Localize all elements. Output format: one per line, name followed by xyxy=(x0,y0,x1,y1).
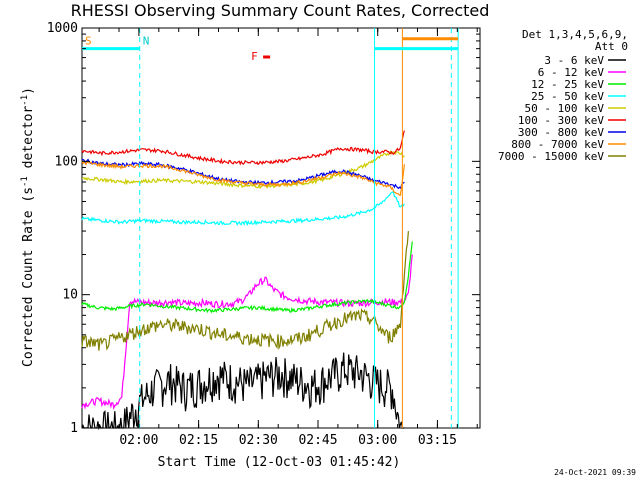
series-line-4 xyxy=(81,149,405,190)
x-tick-label-1: 02:15 xyxy=(179,433,218,448)
legend-label-1: 6 - 12 keV xyxy=(538,66,605,79)
y-axis-label-mid: detector xyxy=(21,106,36,177)
legend-label-6: 300 - 800 keV xyxy=(518,126,604,139)
series-line-5 xyxy=(81,130,405,166)
y-tick-label-2: 100 xyxy=(55,154,78,169)
legend-label-2: 12 - 25 keV xyxy=(531,78,604,91)
series-line-8 xyxy=(81,231,409,351)
y-tick-label-3: 1000 xyxy=(47,21,78,36)
y-axis-label: Corrected Count Rate (s-1 detector-1) xyxy=(20,87,36,367)
plot-frame xyxy=(81,27,481,429)
legend-header-2: Att 0 xyxy=(595,40,628,53)
y-tick-label-1: 10 xyxy=(62,288,78,303)
legend-label-8: 7000 - 15000 keV xyxy=(498,150,604,163)
x-axis-label: Start Time (12-Oct-03 01:45:42) xyxy=(158,455,401,470)
series-line-7 xyxy=(81,160,405,196)
series-line-6 xyxy=(81,158,405,190)
legend-label-3: 25 - 50 keV xyxy=(531,90,604,103)
y-axis-label-main: Corrected Count Rate (s xyxy=(21,187,36,367)
x-tick-label-5: 03:15 xyxy=(418,433,457,448)
chart-title: RHESSI Observing Summary Count Rates, Co… xyxy=(71,1,490,20)
axis-layer: 1 10 100 1000 02:00 02:15 02:30 02:45 03:00 03:15 xyxy=(47,21,480,448)
y-axis-label-sup1: -1 xyxy=(20,176,30,187)
y-axis-label-sup2: -1 xyxy=(20,95,30,106)
flare-marker-letter: F xyxy=(251,50,258,63)
x-tick-label-0: 02:00 xyxy=(119,433,158,448)
x-tick-label-4: 03:00 xyxy=(358,433,397,448)
series-line-0 xyxy=(81,352,405,431)
x-tick-label-3: 02:45 xyxy=(298,433,337,448)
footer-timestamp: 24-Oct-2021 09:39 xyxy=(554,468,636,477)
series-line-1 xyxy=(81,254,413,411)
top-marker-letter-0: S xyxy=(85,35,92,48)
series-line-2 xyxy=(81,241,413,314)
y-axis-label-end: ) xyxy=(21,87,36,95)
legend-label-7: 800 - 7000 keV xyxy=(511,138,604,151)
legend-label-0: 3 - 6 keV xyxy=(544,54,604,67)
marker-layer: S N F xyxy=(82,28,459,428)
top-marker-letter-1: N xyxy=(143,35,150,48)
series-layer xyxy=(81,130,413,431)
plot-area xyxy=(81,27,481,429)
series-line-3 xyxy=(81,190,405,227)
x-tick-label-2: 02:30 xyxy=(239,433,278,448)
y-tick-label-0: 1 xyxy=(70,421,78,436)
legend-label-4: 50 - 100 keV xyxy=(525,102,605,115)
legend-label-5: 100 - 300 keV xyxy=(518,114,604,127)
legend-header-1: Det 1,3,4,5,6,9, xyxy=(522,28,628,41)
